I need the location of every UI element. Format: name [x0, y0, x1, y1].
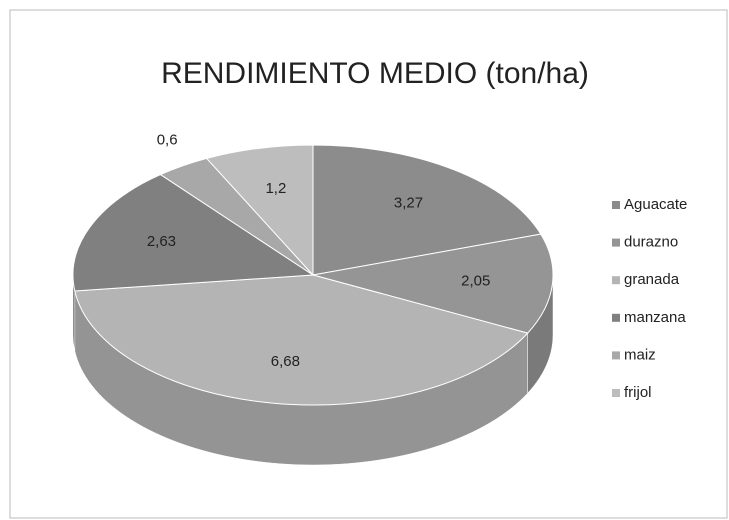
legend-swatch [612, 389, 620, 397]
legend-label: maiz [624, 346, 656, 363]
data-label: 1,2 [265, 180, 286, 197]
data-label: 2,05 [461, 272, 490, 289]
data-label: 2,63 [147, 233, 176, 250]
legend-label: Aguacate [624, 196, 687, 213]
legend-swatch [612, 313, 620, 322]
pie-slice [74, 274, 529, 406]
data-label: 3,27 [394, 194, 423, 211]
legend-swatch [612, 201, 620, 209]
legend-label: granada [624, 271, 680, 288]
chart-title: RENDIMIENTO MEDIO (ton/ha) [161, 57, 589, 90]
legend-label: frijol [624, 384, 652, 401]
data-label: 6,68 [271, 353, 300, 370]
data-label: 0,6 [157, 132, 178, 149]
legend-swatch [612, 238, 620, 247]
pie-slice [72, 174, 315, 292]
legend-swatch [612, 276, 620, 285]
legend-label: manzana [624, 309, 686, 326]
pie-slice [205, 144, 314, 277]
pie-slice [312, 144, 542, 276]
legend-swatch [612, 351, 620, 360]
pie-slice [312, 233, 554, 334]
legend-label: durazno [624, 234, 678, 251]
